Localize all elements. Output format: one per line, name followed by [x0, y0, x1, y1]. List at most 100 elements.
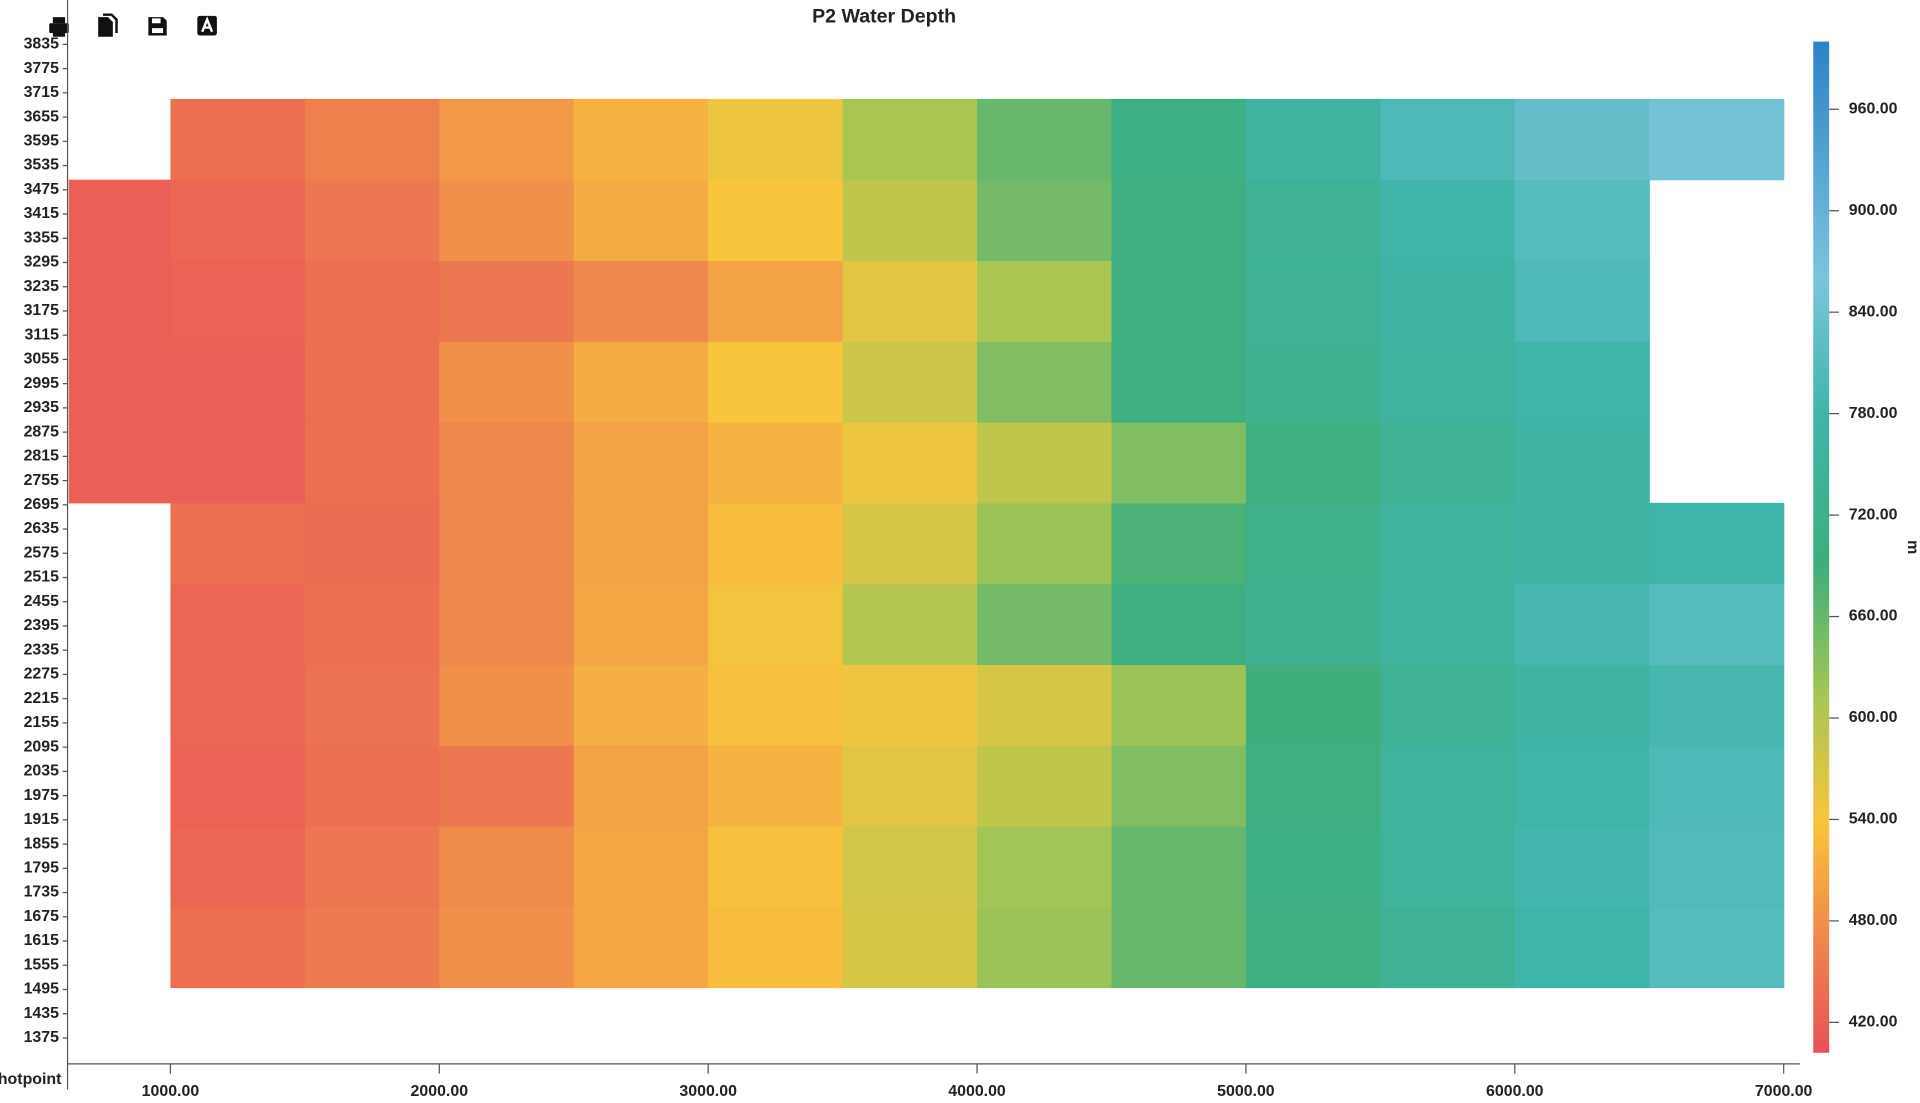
heatmap-cell [842, 179, 978, 262]
heatmap-cell [439, 98, 575, 181]
heatmap-cell [1111, 502, 1247, 585]
y-tick-label: 2995 [24, 375, 60, 392]
heatmap-cell [1380, 502, 1516, 585]
heatmap-cell [977, 179, 1113, 262]
heatmap-cell [1111, 179, 1247, 262]
heatmap-cell [1380, 341, 1516, 423]
y-tick-label: 3835 [24, 36, 60, 53]
heatmap-cell [1380, 179, 1516, 262]
heatmap-cell [170, 341, 306, 423]
heatmap-cell [304, 745, 440, 827]
heatmap-cell [170, 906, 306, 989]
colorbar-tick-label: 420.00 [1849, 1014, 1898, 1031]
heatmap-cell [68, 179, 172, 262]
y-tick-label: 3415 [24, 205, 60, 222]
chart-title: P2 Water Depth [812, 5, 956, 27]
heatmap-cell [1514, 825, 1650, 908]
heatmap-cell [1514, 341, 1650, 423]
heatmap-cell [1380, 906, 1516, 989]
heatmap-cell [573, 98, 709, 181]
y-tick-label: 1555 [24, 956, 60, 973]
heatmap-cell [1380, 664, 1516, 746]
x-tick-label: 1000.00 [142, 1083, 200, 1100]
y-tick-label: 2755 [24, 472, 60, 489]
y-tick-label: 1735 [24, 884, 60, 901]
heatmap-cell [842, 664, 978, 746]
y-tick-label: 2335 [24, 641, 60, 658]
y-tick-label: 2275 [24, 666, 60, 683]
heatmap-cell [1380, 583, 1516, 665]
copy-button[interactable] [98, 13, 118, 37]
save-button[interactable] [148, 17, 167, 36]
heatmap-cell [439, 422, 575, 504]
heatmap-cell [170, 260, 306, 342]
x-tick-label: 6000.00 [1486, 1083, 1544, 1100]
y-tick-label: 1375 [24, 1029, 60, 1046]
x-tick-label: 5000.00 [1217, 1083, 1275, 1100]
y-tick-label: 3595 [24, 133, 60, 150]
heatmap-cell [1245, 745, 1381, 827]
heatmap-cell [304, 583, 440, 665]
y-tick-label: 3655 [24, 108, 60, 125]
heatmap-cell [1245, 825, 1381, 908]
heatmap-cell [842, 98, 978, 181]
heatmap-cell [1649, 664, 1785, 746]
heatmap-cell [1514, 260, 1650, 342]
y-tick-label: 2455 [24, 593, 60, 610]
heatmap-cell [1514, 422, 1650, 504]
heatmap-cell [977, 745, 1113, 827]
heatmap-cell [1111, 745, 1247, 827]
heatmap-cell [1111, 422, 1247, 504]
heatmap-cell [1380, 825, 1516, 908]
heatmap-cell [1111, 260, 1247, 342]
heatmap-cell [1380, 422, 1516, 504]
heatmap-cell [1111, 341, 1247, 423]
colorbar-tick-label: 960.00 [1849, 100, 1898, 117]
y-tick-label: 2515 [24, 569, 60, 586]
heatmap-cell [1111, 98, 1247, 181]
heatmap-cell [1245, 502, 1381, 585]
y-tick-label: 2635 [24, 520, 60, 537]
x-tick-label: 2000.00 [411, 1083, 469, 1100]
heatmap-cell [573, 906, 709, 989]
heatmap-cell [977, 583, 1113, 665]
heatmap-cell [170, 179, 306, 262]
heatmap-cell [170, 745, 306, 827]
y-tick-label: 1795 [24, 860, 60, 877]
y-tick-label: 3175 [24, 302, 60, 319]
heatmap-cell [708, 906, 844, 989]
y-tick-label: 2035 [24, 763, 60, 780]
heatmap-cell [439, 664, 575, 746]
heatmap-cell [1514, 906, 1650, 989]
x-tick-label: 3000.00 [679, 1083, 737, 1100]
heatmap-cell [1245, 98, 1381, 181]
y-tick-label: 2215 [24, 690, 60, 707]
heatmap-cell [977, 341, 1113, 423]
heatmap-cell [304, 825, 440, 908]
heatmap-cell [842, 825, 978, 908]
heatmap-cell [977, 422, 1113, 504]
heatmap-cell [68, 341, 172, 423]
print-button[interactable] [49, 17, 69, 37]
y-tick-label: 2575 [24, 544, 60, 561]
heatmap-cell [708, 341, 844, 423]
annotate-button[interactable] [197, 15, 217, 36]
y-tick-label: 2815 [24, 448, 60, 465]
heatmap-cell [573, 502, 709, 585]
heatmap-cell [708, 502, 844, 585]
heatmap-cell [439, 745, 575, 827]
heatmap-cell [1514, 664, 1650, 746]
heatmap-cell [573, 825, 709, 908]
heatmap-cell [1649, 825, 1785, 908]
heatmap-cell [170, 502, 306, 585]
heatmap-cell [1649, 502, 1785, 585]
heatmap-cell [1245, 422, 1381, 504]
heatmap-cell [439, 502, 575, 585]
heatmap-cell [1649, 906, 1785, 989]
y-tick-label: 1615 [24, 932, 60, 949]
colorbar-tick-label: 660.00 [1849, 608, 1898, 625]
y-tick-label: 3475 [24, 181, 60, 198]
heatmap-cell [1380, 98, 1516, 181]
colorbar-label: m [1904, 540, 1920, 554]
